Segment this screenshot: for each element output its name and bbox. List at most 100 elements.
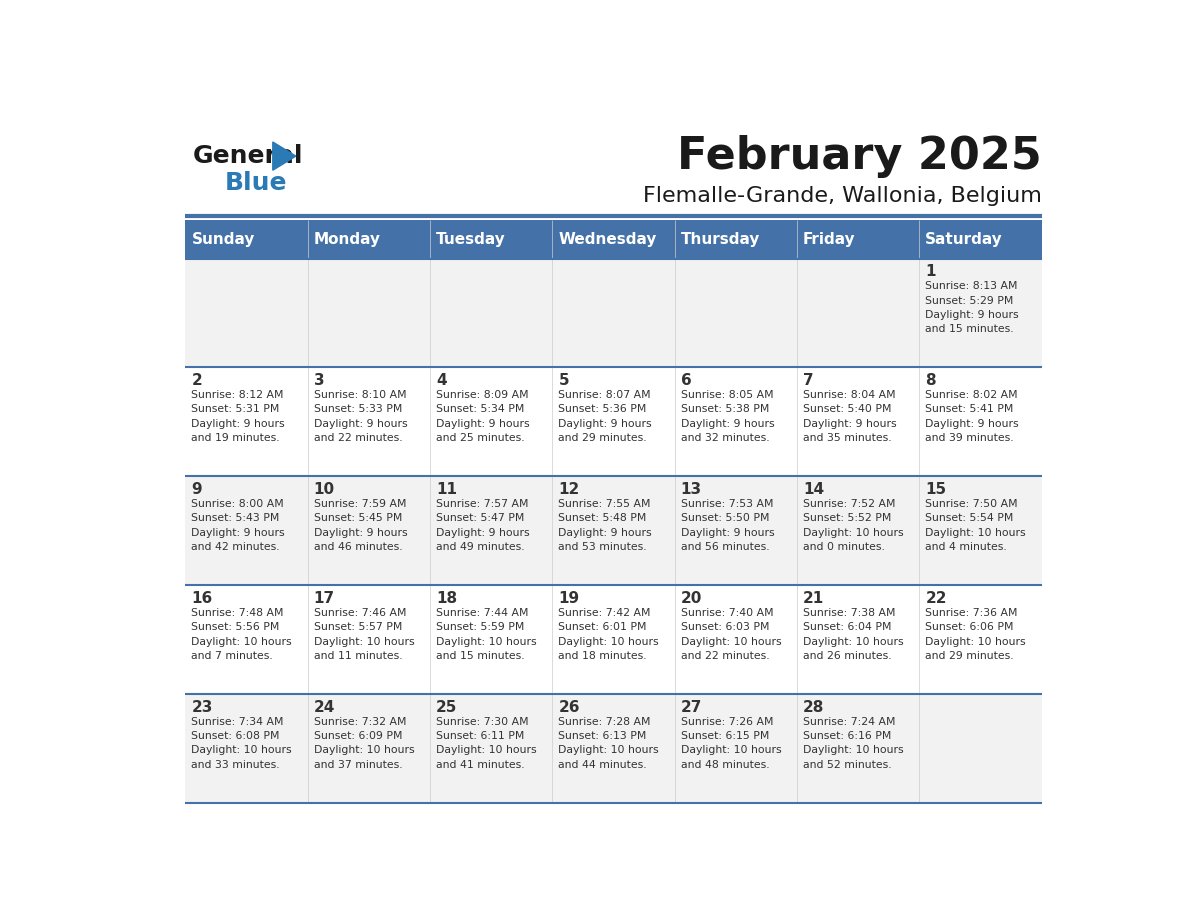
Text: 12: 12 <box>558 482 580 497</box>
Text: Sunrise: 8:13 AM
Sunset: 5:29 PM
Daylight: 9 hours
and 15 minutes.: Sunrise: 8:13 AM Sunset: 5:29 PM Dayligh… <box>925 281 1019 334</box>
Text: 5: 5 <box>558 373 569 388</box>
Bar <box>552 367 675 476</box>
Text: Friday: Friday <box>803 231 855 247</box>
Bar <box>797 259 920 367</box>
Bar <box>430 585 552 694</box>
Text: Sunrise: 8:05 AM
Sunset: 5:38 PM
Daylight: 9 hours
and 32 minutes.: Sunrise: 8:05 AM Sunset: 5:38 PM Dayligh… <box>681 390 775 443</box>
Bar <box>185 694 308 803</box>
Text: Saturday: Saturday <box>925 231 1003 247</box>
Bar <box>308 694 430 803</box>
Bar <box>675 259 797 367</box>
Bar <box>185 219 308 259</box>
Bar <box>920 367 1042 476</box>
Text: 27: 27 <box>681 700 702 715</box>
Text: 26: 26 <box>558 700 580 715</box>
Bar <box>797 219 920 259</box>
Text: Sunrise: 7:44 AM
Sunset: 5:59 PM
Daylight: 10 hours
and 15 minutes.: Sunrise: 7:44 AM Sunset: 5:59 PM Dayligh… <box>436 608 537 661</box>
Bar <box>675 694 797 803</box>
Bar <box>308 476 430 585</box>
Text: 19: 19 <box>558 591 580 606</box>
Text: Sunrise: 7:30 AM
Sunset: 6:11 PM
Daylight: 10 hours
and 41 minutes.: Sunrise: 7:30 AM Sunset: 6:11 PM Dayligh… <box>436 717 537 770</box>
Text: 23: 23 <box>191 700 213 715</box>
Bar <box>797 476 920 585</box>
Bar <box>675 585 797 694</box>
Text: 16: 16 <box>191 591 213 606</box>
Text: 4: 4 <box>436 373 447 388</box>
Bar <box>797 367 920 476</box>
Bar <box>675 219 797 259</box>
Text: 20: 20 <box>681 591 702 606</box>
Text: Sunrise: 7:40 AM
Sunset: 6:03 PM
Daylight: 10 hours
and 22 minutes.: Sunrise: 7:40 AM Sunset: 6:03 PM Dayligh… <box>681 608 782 661</box>
Polygon shape <box>273 142 296 170</box>
Bar <box>552 476 675 585</box>
Bar <box>552 694 675 803</box>
Bar <box>797 585 920 694</box>
Bar <box>430 694 552 803</box>
Bar <box>430 476 552 585</box>
Text: Sunrise: 7:55 AM
Sunset: 5:48 PM
Daylight: 9 hours
and 53 minutes.: Sunrise: 7:55 AM Sunset: 5:48 PM Dayligh… <box>558 498 652 552</box>
Bar <box>675 476 797 585</box>
Bar <box>920 259 1042 367</box>
Text: 18: 18 <box>436 591 457 606</box>
Text: Sunrise: 8:04 AM
Sunset: 5:40 PM
Daylight: 9 hours
and 35 minutes.: Sunrise: 8:04 AM Sunset: 5:40 PM Dayligh… <box>803 390 897 443</box>
Text: Sunrise: 7:28 AM
Sunset: 6:13 PM
Daylight: 10 hours
and 44 minutes.: Sunrise: 7:28 AM Sunset: 6:13 PM Dayligh… <box>558 717 659 770</box>
Bar <box>185 476 308 585</box>
Text: Sunrise: 7:42 AM
Sunset: 6:01 PM
Daylight: 10 hours
and 18 minutes.: Sunrise: 7:42 AM Sunset: 6:01 PM Dayligh… <box>558 608 659 661</box>
Text: Sunrise: 8:00 AM
Sunset: 5:43 PM
Daylight: 9 hours
and 42 minutes.: Sunrise: 8:00 AM Sunset: 5:43 PM Dayligh… <box>191 498 285 552</box>
Text: Thursday: Thursday <box>681 231 760 247</box>
Text: Sunrise: 8:09 AM
Sunset: 5:34 PM
Daylight: 9 hours
and 25 minutes.: Sunrise: 8:09 AM Sunset: 5:34 PM Dayligh… <box>436 390 530 443</box>
Bar <box>185 585 308 694</box>
Text: Sunrise: 7:38 AM
Sunset: 6:04 PM
Daylight: 10 hours
and 26 minutes.: Sunrise: 7:38 AM Sunset: 6:04 PM Dayligh… <box>803 608 904 661</box>
Bar <box>797 694 920 803</box>
Text: 24: 24 <box>314 700 335 715</box>
Bar <box>185 259 308 367</box>
Text: Sunrise: 7:24 AM
Sunset: 6:16 PM
Daylight: 10 hours
and 52 minutes.: Sunrise: 7:24 AM Sunset: 6:16 PM Dayligh… <box>803 717 904 770</box>
Text: Sunrise: 8:02 AM
Sunset: 5:41 PM
Daylight: 9 hours
and 39 minutes.: Sunrise: 8:02 AM Sunset: 5:41 PM Dayligh… <box>925 390 1019 443</box>
Bar <box>308 585 430 694</box>
Text: Wednesday: Wednesday <box>558 231 657 247</box>
Text: 6: 6 <box>681 373 691 388</box>
Text: Sunrise: 8:10 AM
Sunset: 5:33 PM
Daylight: 9 hours
and 22 minutes.: Sunrise: 8:10 AM Sunset: 5:33 PM Dayligh… <box>314 390 407 443</box>
Text: 8: 8 <box>925 373 936 388</box>
Text: Sunrise: 8:12 AM
Sunset: 5:31 PM
Daylight: 9 hours
and 19 minutes.: Sunrise: 8:12 AM Sunset: 5:31 PM Dayligh… <box>191 390 285 443</box>
Text: 3: 3 <box>314 373 324 388</box>
Bar <box>308 219 430 259</box>
Text: Sunrise: 7:26 AM
Sunset: 6:15 PM
Daylight: 10 hours
and 48 minutes.: Sunrise: 7:26 AM Sunset: 6:15 PM Dayligh… <box>681 717 782 770</box>
Text: Sunrise: 7:50 AM
Sunset: 5:54 PM
Daylight: 10 hours
and 4 minutes.: Sunrise: 7:50 AM Sunset: 5:54 PM Dayligh… <box>925 498 1026 552</box>
Text: Sunrise: 8:07 AM
Sunset: 5:36 PM
Daylight: 9 hours
and 29 minutes.: Sunrise: 8:07 AM Sunset: 5:36 PM Dayligh… <box>558 390 652 443</box>
Bar <box>185 367 308 476</box>
Text: 13: 13 <box>681 482 702 497</box>
Text: 7: 7 <box>803 373 814 388</box>
Text: 21: 21 <box>803 591 824 606</box>
Bar <box>675 367 797 476</box>
Text: 17: 17 <box>314 591 335 606</box>
Text: 14: 14 <box>803 482 824 497</box>
Text: Sunrise: 7:57 AM
Sunset: 5:47 PM
Daylight: 9 hours
and 49 minutes.: Sunrise: 7:57 AM Sunset: 5:47 PM Dayligh… <box>436 498 530 552</box>
Text: 1: 1 <box>925 264 936 279</box>
Text: Sunrise: 7:53 AM
Sunset: 5:50 PM
Daylight: 9 hours
and 56 minutes.: Sunrise: 7:53 AM Sunset: 5:50 PM Dayligh… <box>681 498 775 552</box>
Text: Sunrise: 7:36 AM
Sunset: 6:06 PM
Daylight: 10 hours
and 29 minutes.: Sunrise: 7:36 AM Sunset: 6:06 PM Dayligh… <box>925 608 1026 661</box>
Text: Sunrise: 7:48 AM
Sunset: 5:56 PM
Daylight: 10 hours
and 7 minutes.: Sunrise: 7:48 AM Sunset: 5:56 PM Dayligh… <box>191 608 292 661</box>
Text: Sunrise: 7:52 AM
Sunset: 5:52 PM
Daylight: 10 hours
and 0 minutes.: Sunrise: 7:52 AM Sunset: 5:52 PM Dayligh… <box>803 498 904 552</box>
Bar <box>308 367 430 476</box>
Bar <box>920 585 1042 694</box>
Bar <box>552 259 675 367</box>
Text: Sunrise: 7:34 AM
Sunset: 6:08 PM
Daylight: 10 hours
and 33 minutes.: Sunrise: 7:34 AM Sunset: 6:08 PM Dayligh… <box>191 717 292 770</box>
Bar <box>920 694 1042 803</box>
Text: 22: 22 <box>925 591 947 606</box>
Bar <box>430 259 552 367</box>
Text: 10: 10 <box>314 482 335 497</box>
Text: Tuesday: Tuesday <box>436 231 506 247</box>
Text: Sunday: Sunday <box>191 231 254 247</box>
Text: Flemalle-Grande, Wallonia, Belgium: Flemalle-Grande, Wallonia, Belgium <box>643 186 1042 207</box>
Text: 15: 15 <box>925 482 947 497</box>
Text: Sunrise: 7:32 AM
Sunset: 6:09 PM
Daylight: 10 hours
and 37 minutes.: Sunrise: 7:32 AM Sunset: 6:09 PM Dayligh… <box>314 717 415 770</box>
Bar <box>920 476 1042 585</box>
Text: Sunrise: 7:46 AM
Sunset: 5:57 PM
Daylight: 10 hours
and 11 minutes.: Sunrise: 7:46 AM Sunset: 5:57 PM Dayligh… <box>314 608 415 661</box>
Text: 25: 25 <box>436 700 457 715</box>
Text: 28: 28 <box>803 700 824 715</box>
Bar <box>308 259 430 367</box>
Bar <box>430 367 552 476</box>
Text: 11: 11 <box>436 482 457 497</box>
Bar <box>920 219 1042 259</box>
